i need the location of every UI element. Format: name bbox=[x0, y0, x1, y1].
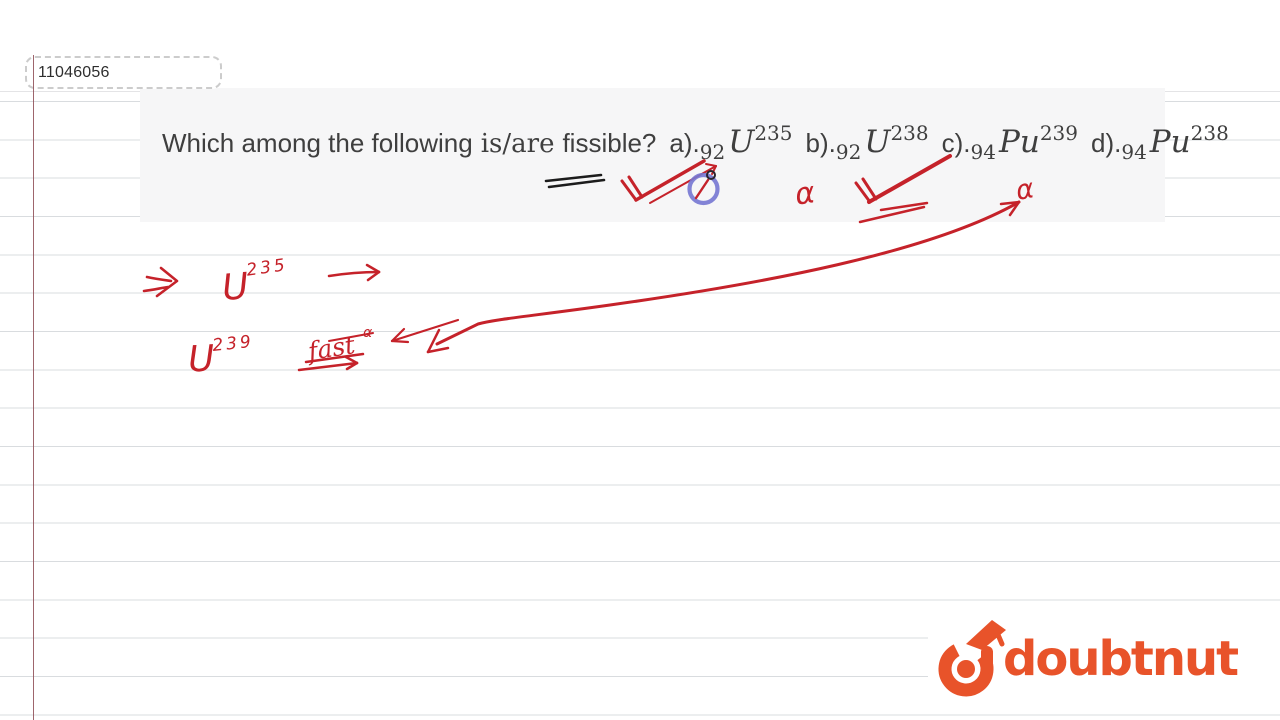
doubtnut-logo-text: doubtnut bbox=[1003, 631, 1239, 687]
note-u239-symbol: U bbox=[187, 338, 215, 380]
option-d-element: Pu bbox=[1149, 124, 1191, 160]
option-a-marker: a). bbox=[669, 128, 700, 158]
option-d-marker: d). bbox=[1091, 128, 1122, 158]
option-b-marker: b). bbox=[805, 128, 836, 158]
implies-arrow bbox=[142, 266, 179, 298]
question-part: is/are bbox=[480, 129, 555, 159]
option-c-marker: c). bbox=[941, 128, 971, 158]
option-a-atomic-number: 92 bbox=[699, 140, 726, 164]
question-id-text: 11046056 bbox=[38, 63, 110, 81]
question-text: Which among the following is/are fissibl… bbox=[162, 121, 1229, 164]
option-a-element: U bbox=[728, 124, 755, 160]
note-u239: U 239 bbox=[187, 332, 255, 381]
option-d-mass-number: 238 bbox=[1190, 121, 1229, 145]
option-a-mass-number: 235 bbox=[754, 121, 793, 145]
option-b-mass-number: 238 bbox=[890, 121, 929, 145]
note-fast-label: fast bbox=[304, 330, 358, 366]
note-u235-sup: 235 bbox=[245, 255, 289, 281]
question-part: Which among the following bbox=[162, 128, 473, 158]
long-curve-arrow bbox=[426, 200, 1021, 354]
question-id-box: 11046056 bbox=[25, 56, 222, 89]
note-right-arrow bbox=[327, 263, 381, 282]
option-c-element: Pu bbox=[998, 124, 1040, 160]
note-u235: U 235 bbox=[220, 255, 289, 309]
option-b-element: U bbox=[864, 124, 891, 160]
question-part: fissible? bbox=[562, 128, 657, 158]
graduation-cap-d-icon bbox=[938, 620, 1006, 697]
note-u235-symbol: U bbox=[220, 266, 250, 309]
doubtnut-logo-mark bbox=[938, 620, 1006, 697]
option-c-mass-number: 239 bbox=[1039, 121, 1078, 145]
option-c-atomic-number: 94 bbox=[970, 140, 996, 164]
note-u239-sup: 239 bbox=[211, 332, 254, 356]
margin-line bbox=[33, 55, 34, 720]
option-b-atomic-number: 92 bbox=[835, 140, 862, 164]
option-d-atomic-number: 94 bbox=[1121, 140, 1147, 164]
alpha-small: α bbox=[363, 325, 373, 341]
note-fast: fast bbox=[297, 330, 374, 372]
arrow-to-fast bbox=[390, 318, 460, 344]
